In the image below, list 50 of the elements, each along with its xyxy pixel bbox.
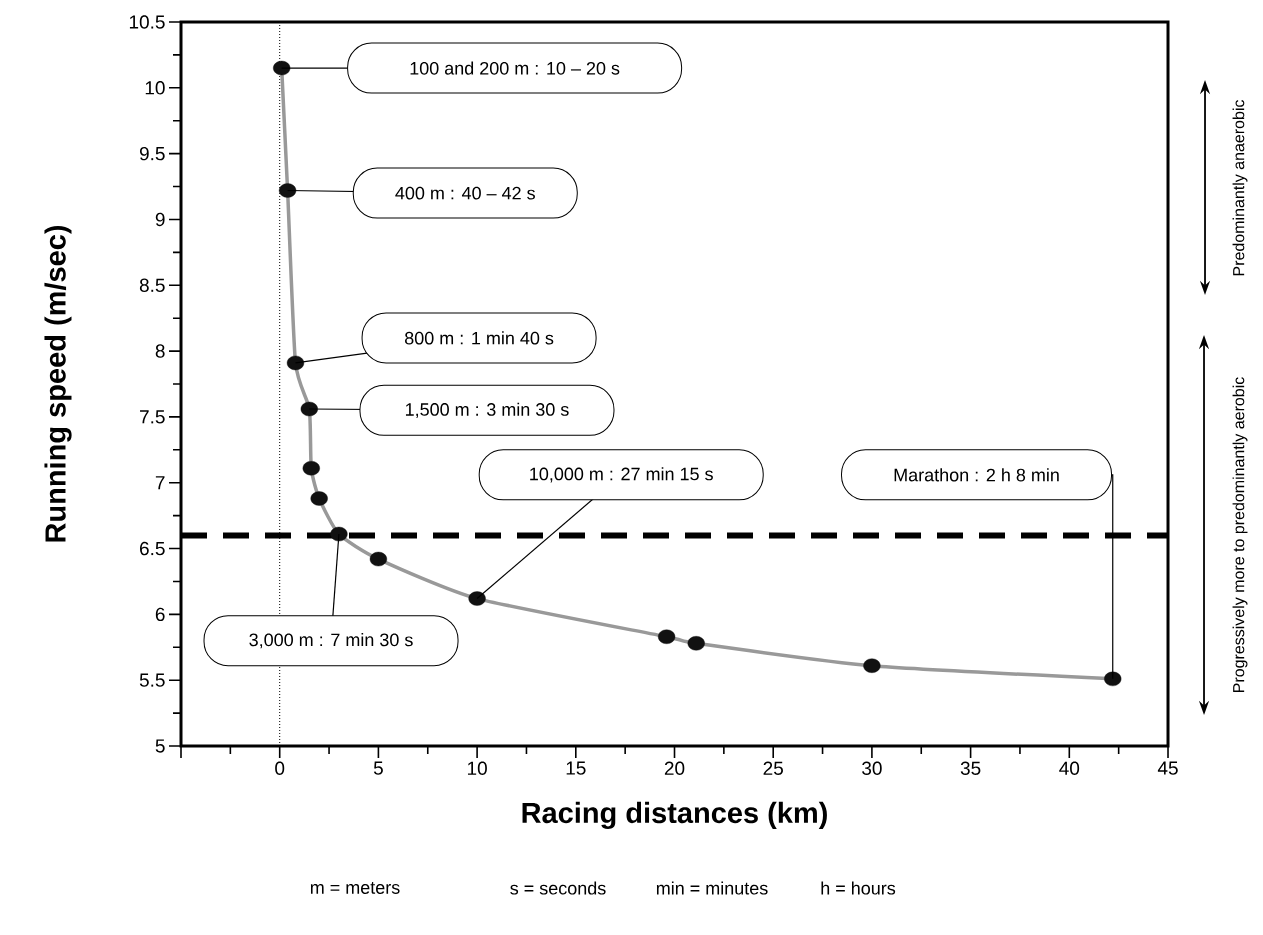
annotation: 400 m : 40 – 42 s bbox=[395, 186, 535, 200]
y-tick-label: 10 bbox=[145, 81, 165, 95]
x-tick-label: 40 bbox=[1059, 761, 1080, 775]
point bbox=[300, 401, 318, 417]
y-tick-label: 7 bbox=[155, 476, 165, 490]
y-tick-label: 6 bbox=[155, 607, 165, 622]
point bbox=[310, 491, 328, 506]
annotation: Marathon : 2 h 8 min bbox=[894, 468, 1059, 482]
annotation: 1,500 m : 3 min 30 s bbox=[405, 402, 569, 418]
y-tick-label: 9.5 bbox=[139, 146, 165, 161]
x-tick-label: 15 bbox=[566, 761, 586, 775]
x-tick-label: 5 bbox=[373, 761, 383, 775]
point bbox=[330, 526, 348, 542]
x-tick-label: 45 bbox=[1157, 761, 1178, 775]
annotation: 3,000 m : 7 min 30 s bbox=[249, 633, 413, 649]
annotation: 10,000 m : 27 min 15 s bbox=[530, 467, 713, 483]
annotation: 100 and 200 m : 10 – 20 s bbox=[410, 61, 620, 75]
annotation: 800 m : 1 min 40 s bbox=[405, 331, 554, 345]
y-tick-label: 10.5 bbox=[129, 15, 165, 29]
point bbox=[1104, 671, 1122, 687]
x-tick-label: 25 bbox=[763, 761, 783, 775]
text: Progressively more to predominantly aerobic bbox=[1232, 377, 1248, 692]
point bbox=[302, 461, 320, 476]
point bbox=[369, 551, 388, 567]
point bbox=[273, 60, 291, 76]
text: min = minutes bbox=[656, 881, 768, 895]
x-tick-label: 20 bbox=[664, 761, 685, 775]
y-tick-label: 6.5 bbox=[140, 541, 165, 556]
y-tick-label: 9 bbox=[155, 212, 165, 227]
y-tick-label: 5.5 bbox=[139, 673, 165, 687]
point bbox=[468, 591, 486, 606]
x-tick-label: 35 bbox=[960, 761, 981, 775]
text: h = hours bbox=[821, 881, 896, 895]
text: m = meters bbox=[310, 882, 400, 894]
point bbox=[863, 658, 881, 673]
y-tick-label: 7.5 bbox=[140, 410, 165, 424]
x-tick-label: 30 bbox=[862, 761, 882, 775]
x-tick-label: 10 bbox=[467, 761, 487, 775]
y-axis-title: Running speed (m/sec) bbox=[44, 225, 72, 542]
point bbox=[658, 629, 676, 644]
y-tick-label: 5 bbox=[155, 739, 165, 753]
point bbox=[279, 183, 297, 198]
x-axis-title: Racing distances (km) bbox=[522, 801, 827, 830]
point bbox=[687, 636, 705, 651]
text: s = seconds bbox=[510, 881, 606, 895]
y-tick-label: 8.5 bbox=[139, 278, 165, 292]
point bbox=[286, 355, 305, 371]
text: Predominantly anaerobic bbox=[1232, 99, 1248, 276]
x-tick-label: 0 bbox=[275, 761, 285, 775]
y-tick-label: 8 bbox=[155, 344, 165, 358]
